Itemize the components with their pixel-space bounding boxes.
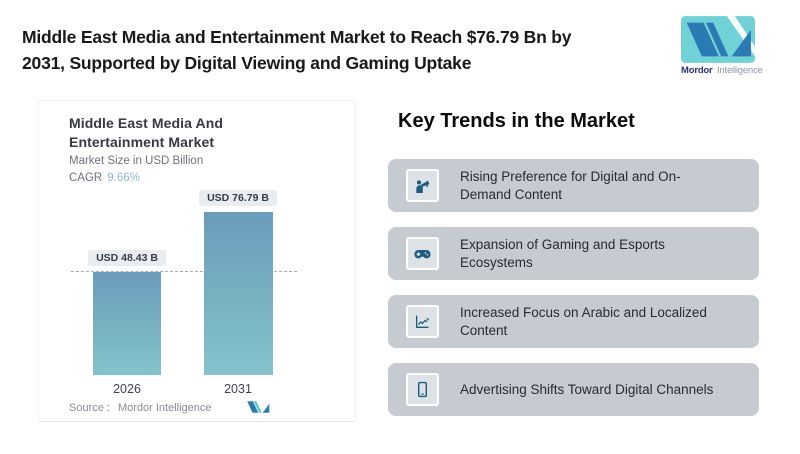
brand-name-secondary: Intelligence xyxy=(716,65,763,76)
chart-title-line2: Entertainment Market xyxy=(69,134,215,150)
trend-item-digital-on-demand: Rising Preference for Digital and On-Dem… xyxy=(388,159,759,212)
brand-name: Mordor Intelligence xyxy=(681,65,763,76)
x-axis-label-2026: 2026 xyxy=(113,382,141,396)
key-trends-heading: Key Trends in the Market xyxy=(398,110,635,132)
mordor-intelligence-logo-icon xyxy=(681,16,755,63)
chart-title: Middle East Media And Entertainment Mark… xyxy=(69,114,223,152)
chart-subtitle: Market Size in USD Billion xyxy=(69,155,204,167)
source-value: Mordor Intelligence xyxy=(117,402,212,414)
mordor-mini-logo-icon xyxy=(247,401,270,413)
bar-2031 xyxy=(204,211,273,375)
megaphone-person-icon xyxy=(406,169,439,202)
reference-dashed-line xyxy=(71,271,297,273)
trend-item-gaming-esports: Expansion of Gaming and Esports Ecosyste… xyxy=(388,227,759,280)
trend-text: Expansion of Gaming and Esports Ecosyste… xyxy=(460,236,665,270)
chart-title-line1: Middle East Media And xyxy=(69,115,224,131)
trend-text: Increased Focus on Arabic and Localized … xyxy=(460,304,707,338)
brand-block: Mordor Intelligence xyxy=(681,16,763,76)
trend-text: Rising Preference for Digital and On-Dem… xyxy=(460,168,681,202)
market-chart-card: Middle East Media And Entertainment Mark… xyxy=(38,100,356,422)
page-title-line1: Middle East Media and Entertainment Mark… xyxy=(22,27,572,47)
bar-value-label-2031: USD 76.79 B xyxy=(199,189,277,206)
bar-2026 xyxy=(93,272,161,375)
cagr-value: 9.66% xyxy=(107,172,140,184)
source-row: Source : Mordor Intelligence xyxy=(69,402,212,414)
source-label: Source : xyxy=(69,402,110,414)
gamepad-icon xyxy=(406,237,439,270)
x-axis-label-2031: 2031 xyxy=(224,382,252,396)
line-chart-icon xyxy=(406,305,439,338)
trend-text: Advertising Shifts Toward Digital Channe… xyxy=(460,381,714,397)
brand-name-primary: Mordor xyxy=(681,65,713,76)
page-title: Middle East Media and Entertainment Mark… xyxy=(22,24,670,76)
trend-item-arabic-localized: Increased Focus on Arabic and Localized … xyxy=(388,295,759,348)
bar-value-label-2026: USD 48.43 B xyxy=(88,250,166,267)
cagr-label: CAGR xyxy=(69,172,103,184)
chart-cagr-row: CAGR 9.66% xyxy=(69,172,140,184)
page-title-line2: 2031, Supported by Digital Viewing and G… xyxy=(22,53,472,73)
trend-item-digital-advertising: Advertising Shifts Toward Digital Channe… xyxy=(388,363,759,416)
smartphone-icon xyxy=(406,373,439,406)
